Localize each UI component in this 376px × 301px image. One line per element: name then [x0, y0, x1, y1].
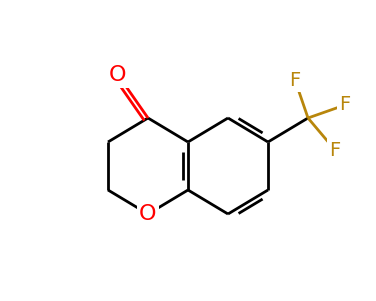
Text: O: O [109, 65, 127, 85]
Text: F: F [340, 95, 351, 114]
Text: F: F [329, 141, 341, 160]
Text: F: F [290, 70, 301, 89]
Text: O: O [139, 204, 157, 224]
